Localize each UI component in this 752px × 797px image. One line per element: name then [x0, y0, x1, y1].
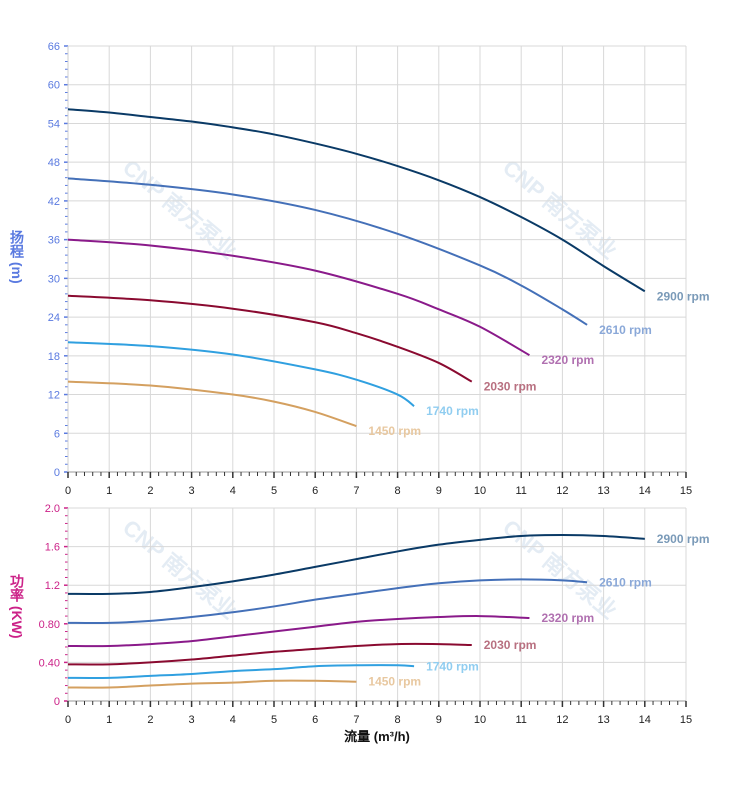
- y-tick-label: 54: [48, 118, 60, 130]
- series-line-2900-rpm: [67, 534, 645, 596]
- series-line-2610-rpm: [67, 578, 588, 624]
- series-line-2610-rpm: [67, 177, 588, 326]
- y-tick-label: 12: [48, 390, 60, 402]
- x-tick-label: 13: [597, 485, 609, 497]
- power-chart: 00.400.801.21.62.00 1 2 3 4 5 6 7 8 9 10 11 12 13 14 15…: [39, 503, 710, 744]
- x-axis-label: 流量 (m³/h): [344, 729, 410, 744]
- y-tick-label: 18: [48, 351, 60, 363]
- series-label: 1740 rpm: [426, 659, 479, 673]
- x-tick-label: 3: [189, 714, 195, 726]
- x-tick-label: 2: [147, 485, 153, 497]
- x-tick-label: 8: [395, 485, 401, 497]
- series-label: 1740 rpm: [426, 404, 479, 418]
- x-tick-label: 4: [230, 714, 236, 726]
- x-tick-label: 5: [271, 485, 277, 497]
- series-label: 2610 rpm: [599, 575, 652, 589]
- x-tick-label: 5: [271, 714, 277, 726]
- head-y-axis-label: 扬程 (m): [9, 230, 25, 284]
- series-label: 2610 rpm: [599, 323, 652, 337]
- x-tick-label: 14: [639, 714, 651, 726]
- x-tick-label: 10: [474, 485, 486, 497]
- y-tick-label: 66: [48, 41, 60, 53]
- y-tick-label: 6: [54, 428, 60, 440]
- x-tick-label: 0: [65, 714, 71, 726]
- y-tick-label: 60: [48, 80, 60, 92]
- series-line-1740-rpm: [67, 341, 415, 407]
- x-tick-label: 11: [515, 485, 526, 497]
- series-label: 2030 rpm: [484, 638, 537, 652]
- watermark-logo: CNP 南方泵业: [118, 515, 241, 624]
- y-tick-label: 0: [54, 696, 60, 708]
- x-tick-label: 7: [353, 485, 359, 497]
- series-line-1450-rpm: [67, 679, 357, 689]
- series-line-2320-rpm: [67, 615, 530, 648]
- x-tick-label: 15: [680, 485, 692, 497]
- y-tick-label: 42: [48, 196, 60, 208]
- series-line-2900-rpm: [67, 108, 646, 293]
- series-line-1450-rpm: [67, 380, 357, 428]
- x-tick-label: 13: [597, 714, 609, 726]
- x-tick-label: 12: [556, 714, 568, 726]
- x-tick-label: 8: [395, 714, 401, 726]
- x-tick-label: 0: [65, 485, 71, 497]
- x-tick-label: 6: [312, 485, 318, 497]
- y-tick-label: 24: [48, 312, 60, 324]
- series-line-2320-rpm: [67, 238, 530, 357]
- y-tick-label: 1.6: [45, 542, 60, 554]
- series-label: 2320 rpm: [541, 353, 594, 367]
- x-tick-label: 15: [680, 714, 692, 726]
- x-tick-label: 7: [353, 714, 359, 726]
- x-tick-label: 3: [189, 485, 195, 497]
- series-line-1740-rpm: [67, 664, 415, 679]
- series-label: 2900 rpm: [657, 532, 710, 546]
- x-tick-label: 2: [147, 714, 153, 726]
- power-y-axis-label: 功率 (KW): [9, 574, 25, 639]
- x-tick-label: 1: [106, 714, 112, 726]
- x-tick-label: 1: [106, 485, 112, 497]
- watermark-logo: CNP 南方泵业: [498, 515, 621, 624]
- series-line-2030-rpm: [67, 294, 473, 383]
- series-label: 2030 rpm: [484, 380, 537, 394]
- x-tick-label: 4: [230, 485, 236, 497]
- y-tick-label: 36: [48, 235, 60, 247]
- y-tick-label: 48: [48, 157, 60, 169]
- x-tick-label: 11: [515, 714, 526, 726]
- x-tick-label: 10: [474, 714, 486, 726]
- x-tick-label: 14: [639, 485, 651, 497]
- y-tick-label: 2.0: [45, 503, 60, 515]
- series-label: 1450 rpm: [368, 424, 421, 438]
- y-tick-label: 30: [48, 273, 60, 285]
- y-tick-label: 0.80: [39, 619, 60, 631]
- y-tick-label: 1.2: [45, 580, 60, 592]
- watermark-logo: CNP 南方泵业: [118, 155, 241, 264]
- watermark-logo: CNP 南方泵业: [498, 155, 621, 264]
- x-tick-label: 9: [436, 485, 442, 497]
- x-tick-label: 9: [436, 714, 442, 726]
- x-tick-label: 12: [556, 485, 568, 497]
- series-label: 1450 rpm: [368, 675, 421, 689]
- y-tick-label: 0: [54, 467, 60, 479]
- x-tick-label: 6: [312, 714, 318, 726]
- series-label: 2320 rpm: [541, 611, 594, 625]
- series-line-2030-rpm: [67, 642, 472, 666]
- series-label: 2900 rpm: [657, 289, 710, 303]
- y-tick-label: 0.40: [39, 657, 60, 669]
